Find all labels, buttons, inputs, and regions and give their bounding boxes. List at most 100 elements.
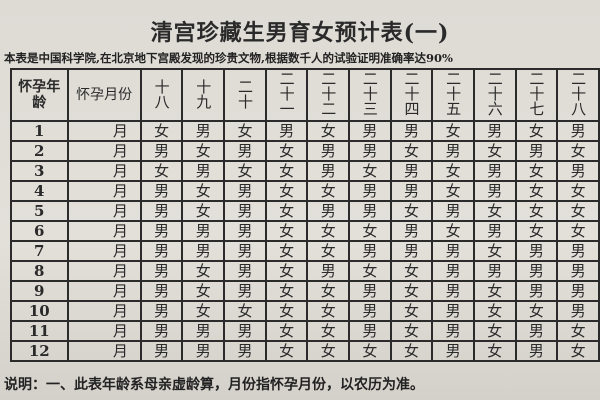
prediction-cell: 女 [139, 120, 184, 142]
header-age-column: 二十二 [306, 68, 351, 122]
prediction-cell: 女 [472, 240, 517, 262]
prediction-cell: 男 [514, 340, 559, 362]
prediction-cell: 女 [556, 200, 600, 222]
prediction-cell: 女 [348, 340, 392, 362]
prediction-cell: 女 [264, 160, 309, 182]
header-age-column: 十九 [181, 68, 226, 122]
prediction-cell: 女 [431, 220, 475, 242]
prediction-cell: 男 [139, 140, 184, 162]
row-month-unit: 月 [66, 300, 142, 322]
prediction-cell: 男 [181, 160, 226, 182]
header-age-column: 二十五 [431, 68, 475, 122]
row-month-unit: 月 [66, 180, 142, 202]
row-month-number: 2 [10, 140, 69, 162]
prediction-cell: 女 [472, 200, 517, 222]
prediction-cell: 男 [223, 200, 267, 222]
row-month-number: 11 [10, 320, 69, 342]
prediction-cell: 男 [514, 140, 559, 162]
prediction-cell: 女 [472, 300, 517, 322]
prediction-cell: 男 [348, 240, 392, 262]
row-month-unit: 月 [66, 280, 142, 302]
row-month-unit: 月 [66, 120, 142, 142]
prediction-cell: 女 [472, 340, 517, 362]
prediction-cell: 男 [514, 320, 559, 342]
row-month-unit: 月 [66, 200, 142, 222]
prediction-cell: 男 [431, 240, 475, 262]
gender-prediction-table: 怀孕年龄 怀孕月份 十八 十九 二十 二十一 二十二 二十三 二十四 二十五 二十六 二十七 二十八… [10, 68, 600, 362]
prediction-cell: 女 [514, 200, 559, 222]
header-age-column: 十八 [139, 68, 184, 122]
header-age-label: 十八 [152, 78, 171, 109]
row-month-unit: 月 [66, 340, 142, 362]
prediction-cell: 女 [514, 180, 559, 202]
row-month-number: 9 [10, 280, 69, 302]
prediction-cell: 女 [264, 220, 309, 242]
prediction-cell: 男 [139, 180, 184, 202]
prediction-cell: 女 [431, 160, 475, 182]
prediction-cell: 男 [348, 200, 392, 222]
header-age-label: 二十五 [444, 71, 463, 116]
prediction-cell: 女 [181, 140, 226, 162]
prediction-cell: 女 [389, 300, 434, 322]
prediction-cell: 女 [556, 140, 600, 162]
header-age-column: 二十一 [264, 68, 309, 122]
prediction-cell: 女 [389, 260, 434, 282]
prediction-cell: 男 [431, 300, 475, 322]
document-footnote: 说明：一、此表年龄系母亲虚龄算，月份指怀孕月份，以农历为准。 [4, 377, 424, 393]
row-month-unit: 月 [66, 140, 142, 162]
row-month-number: 10 [10, 300, 69, 322]
prediction-cell: 女 [264, 320, 309, 342]
prediction-cell: 女 [306, 320, 351, 342]
prediction-cell: 女 [264, 240, 309, 262]
prediction-cell: 男 [472, 260, 517, 282]
prediction-cell: 女 [306, 300, 351, 322]
prediction-cell: 女 [389, 140, 434, 162]
header-age-column: 二十八 [556, 68, 600, 122]
header-age-label: 二十一 [277, 71, 296, 116]
prediction-cell: 男 [264, 120, 309, 142]
header-age-label: 二十二 [319, 71, 338, 116]
prediction-cell: 男 [223, 180, 267, 202]
prediction-cell: 女 [556, 320, 600, 342]
prediction-cell: 女 [306, 120, 351, 142]
document-subtitle: 本表是中国科学院,在北京地下宫殿发现的珍贵文物,根据数千人的试验证明准确率达90… [4, 51, 453, 65]
row-month-number: 3 [10, 160, 69, 182]
prediction-cell: 男 [556, 120, 600, 142]
prediction-cell: 男 [431, 260, 475, 282]
prediction-cell: 男 [139, 220, 184, 242]
prediction-cell: 男 [389, 220, 434, 242]
prediction-cell: 男 [139, 340, 184, 362]
prediction-cell: 女 [181, 200, 226, 222]
prediction-cell: 男 [306, 260, 351, 282]
prediction-cell: 男 [181, 320, 226, 342]
prediction-cell: 女 [556, 180, 600, 202]
prediction-cell: 女 [306, 240, 351, 262]
prediction-cell: 女 [264, 260, 309, 282]
prediction-cell: 男 [514, 260, 559, 282]
table-row: 12 月男男男女女女女男女男女 [10, 340, 600, 362]
row-month-unit: 月 [66, 240, 142, 262]
prediction-cell: 女 [431, 180, 475, 202]
prediction-cell: 女 [264, 180, 309, 202]
prediction-cell: 女 [306, 180, 351, 202]
prediction-cell: 男 [431, 340, 475, 362]
prediction-cell: 男 [556, 280, 600, 302]
prediction-cell: 男 [348, 280, 392, 302]
prediction-cell: 男 [223, 280, 267, 302]
prediction-cell: 女 [264, 300, 309, 322]
prediction-cell: 男 [139, 280, 184, 302]
header-age-label: 二十七 [527, 71, 546, 116]
prediction-cell: 男 [223, 260, 267, 282]
prediction-cell: 男 [431, 280, 475, 302]
header-age-column: 二十三 [348, 68, 392, 122]
prediction-cell: 男 [514, 240, 559, 262]
prediction-cell: 男 [181, 240, 226, 262]
header-age-label: 二十六 [485, 71, 504, 116]
prediction-cell: 男 [223, 220, 267, 242]
prediction-cell: 男 [181, 340, 226, 362]
prediction-cell: 女 [389, 200, 434, 222]
